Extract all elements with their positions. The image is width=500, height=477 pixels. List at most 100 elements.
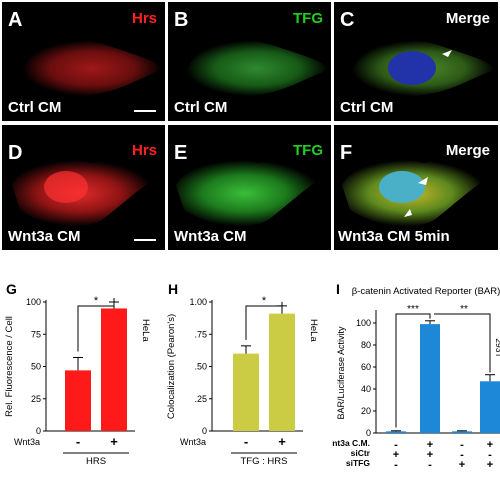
cell-tfg-wnt3a xyxy=(176,159,328,227)
condition-mark: - xyxy=(394,439,398,451)
channel-label: TFG xyxy=(293,10,323,27)
panel-letter: F xyxy=(340,142,353,164)
condition-mark: + xyxy=(393,449,399,461)
condition-label: Ctrl CM xyxy=(8,99,62,116)
cell-merge-ctrl xyxy=(352,40,494,97)
condition-label: Wnt3a CM xyxy=(174,228,247,245)
condition-mark: - xyxy=(488,449,492,461)
y-tick-label: .50 xyxy=(194,362,207,372)
panel-letter: A xyxy=(8,9,23,31)
significance-bracket xyxy=(434,313,491,373)
group-label: HRS xyxy=(86,456,106,467)
bar xyxy=(420,324,440,433)
bar xyxy=(101,308,127,431)
condition-label: Ctrl CM xyxy=(340,99,394,116)
cell-tfg-ctrl xyxy=(186,40,328,97)
panel-letter: B xyxy=(174,9,189,31)
row-label: Wnt3a xyxy=(180,437,206,447)
y-axis-label: BAR/Luciferase Activity xyxy=(336,326,346,420)
y-tick-label: 20 xyxy=(361,406,371,416)
channel-label: Hrs xyxy=(131,142,157,159)
condition-label: Wnt3a CM xyxy=(8,228,81,245)
y-tick-label: 60 xyxy=(361,362,371,372)
channel-label: Merge xyxy=(445,142,490,159)
bar xyxy=(386,431,406,433)
nucleus xyxy=(388,51,436,85)
row-label: Wnt3a C.M. xyxy=(332,438,370,448)
significance-label: ** xyxy=(460,304,468,315)
chart-title: β-catenin Activated Reporter (BAR) xyxy=(352,286,500,297)
cell-hrs-wnt3a xyxy=(12,159,162,227)
condition-mark: + xyxy=(427,449,433,461)
significance-label: * xyxy=(94,295,99,307)
y-tick-label: 40 xyxy=(361,384,371,394)
cell-line-label: 293T xyxy=(494,338,500,357)
y-tick-label: 100 xyxy=(26,297,41,307)
panel-c-image: C Merge Ctrl CM xyxy=(334,2,498,121)
bar xyxy=(452,431,472,433)
row-label: siTFG xyxy=(346,458,370,468)
panel-b-image: B TFG Ctrl CM xyxy=(168,2,331,121)
y-tick-label: .75 xyxy=(194,329,207,339)
channel-label: Hrs xyxy=(131,10,157,27)
row-label: siCtr xyxy=(351,448,371,458)
chart-g: Rel. Fluorescence / Cell 0 25 50 75 100 - + * Wnt… xyxy=(4,295,151,467)
bar xyxy=(233,353,259,431)
condition-mark: + xyxy=(110,434,118,449)
panel-d-image: D Hrs Wnt3a CM xyxy=(2,125,165,250)
panel-e-image: E TFG Wnt3a CM xyxy=(168,125,331,250)
group-label: TFG : HRS xyxy=(241,456,288,467)
panel-letter: E xyxy=(174,142,188,164)
cell-line-label: HeLa xyxy=(308,319,319,342)
channel-label: Merge xyxy=(445,10,490,27)
bar xyxy=(480,381,500,433)
cell-hrs-ctrl xyxy=(22,40,162,97)
y-tick-label: .25 xyxy=(194,394,207,404)
condition-mark: - xyxy=(428,459,432,471)
panel-f-image: F Merge Wnt3a CM 5min xyxy=(334,125,498,250)
significance-label: * xyxy=(262,295,267,307)
y-tick-label: 75 xyxy=(31,329,41,339)
condition-mark: - xyxy=(460,439,464,451)
condition-label: Ctrl CM xyxy=(174,99,228,116)
cell-line-label: HeLa xyxy=(140,319,151,342)
panel-letter-i: I xyxy=(336,281,340,297)
bar xyxy=(65,370,91,431)
chart-h: Colocalization (Pearon's) 0 .25 .50 .75 1.00 -… xyxy=(166,295,319,467)
significance-label: *** xyxy=(407,304,419,315)
condition-mark: + xyxy=(278,434,286,449)
y-tick-label: 1.00 xyxy=(189,297,207,307)
condition-mark: + xyxy=(487,459,493,471)
scale-bar xyxy=(134,239,156,241)
row-label: Wnt3a xyxy=(14,437,40,447)
condition-mark: + xyxy=(427,439,433,451)
cell-merge-wnt3a xyxy=(342,159,494,227)
condition-mark: + xyxy=(487,439,493,451)
condition-mark: - xyxy=(460,449,464,461)
condition-mark: + xyxy=(459,459,465,471)
y-tick-label: 80 xyxy=(361,340,371,350)
y-tick-label: 50 xyxy=(31,362,41,372)
y-tick-label: 25 xyxy=(31,394,41,404)
channel-label: TFG xyxy=(293,142,323,159)
chart-i: β-catenin Activated Reporter (BAR) BAR/Lu… xyxy=(332,286,500,471)
significance-bracket xyxy=(245,301,283,340)
panel-letter: C xyxy=(340,9,355,31)
panel-a-image: A Hrs Ctrl CM xyxy=(2,2,165,121)
y-axis-label: Colocalization (Pearon's) xyxy=(166,314,177,419)
y-tick-label: 0 xyxy=(36,426,41,436)
arrowhead-icon xyxy=(442,50,452,57)
arrowhead-icon xyxy=(404,209,412,217)
scale-bar xyxy=(134,110,156,112)
panel-letter-h: H xyxy=(168,281,179,297)
condition-mark: - xyxy=(394,459,398,471)
nucleus xyxy=(379,171,425,203)
y-axis-label: Rel. Fluorescence / Cell xyxy=(4,316,15,417)
significance-bracket xyxy=(395,313,431,428)
condition-label: Wnt3a CM 5min xyxy=(338,228,450,245)
significance-bracket xyxy=(77,298,115,352)
condition-mark: - xyxy=(244,434,248,449)
arrowhead-icon xyxy=(418,177,428,185)
bar xyxy=(269,313,295,431)
y-tick-label: 100 xyxy=(356,318,371,328)
